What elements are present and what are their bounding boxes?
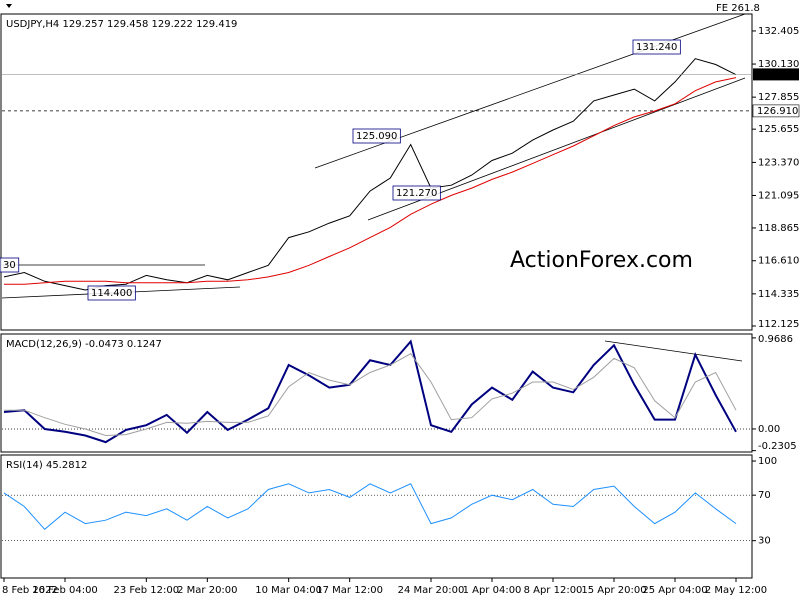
x-tick-label: 8 Apr 12:00 [524,585,583,596]
y-tick-label: 121.095 [758,190,799,201]
x-tick-label: 24 Mar 20:00 [398,585,465,596]
panel-title: USDJPY,H4 129.257 129.458 129.222 129.41… [6,19,237,30]
x-tick-label: 10 Mar 04:00 [255,585,322,596]
y-tick-label: 116.610 [758,256,799,267]
current-price-label: 129.419 [757,69,798,80]
series-line [4,353,737,437]
annotation-box [0,257,20,273]
menu-arrow[interactable] [6,4,12,8]
y-tick-label: 112.125 [758,319,799,330]
series-line [3,58,737,291]
rsi-panel [0,454,753,579]
annotation: 125.090 [356,131,397,142]
annotation: 121.270 [396,188,437,199]
series-line [4,77,737,285]
x-tick-label: 2 May 12:00 [705,585,767,596]
panel-title: RSI(14) 45.2812 [6,460,87,471]
annotation-box [632,39,681,55]
annotation: FE 261.8 [716,3,760,14]
annotation-box [87,285,136,301]
y-tick-label: 100 [758,456,777,467]
series-line [3,339,737,444]
y-tick-label: 30 [758,536,771,547]
current-price-box [753,68,799,81]
y-tick-label: 0.9686 [758,334,793,345]
y-tick-label: 125.655 [758,124,799,135]
y-tick-label: 0.00 [758,424,780,435]
y-tick-label: -0.2305 [758,441,797,452]
series-line [3,483,737,530]
level-label: 126.910 [757,106,798,117]
watermark: ActionForex.com [510,248,693,273]
x-tick-label: 23 Feb 12:00 [114,585,180,596]
annotation: 131.240 [636,42,677,53]
x-tick-label: 8 Feb 2022 [2,585,58,596]
y-tick-label: 127.855 [758,92,799,103]
annotation-box [352,128,401,144]
y-tick-label: 114.335 [758,289,799,300]
y-tick-label: 70 [758,490,771,501]
y-tick-label: 130.130 [758,59,799,70]
level-label-box [752,104,800,118]
x-tick-label: 17 Mar 12:00 [316,585,383,596]
x-tick-label: 15 Apr 20:00 [581,585,646,596]
macd-panel [0,333,753,453]
macd-divergence [604,340,743,362]
y-tick-label: 132.405 [758,26,799,37]
x-tick-label: 1 Apr 04:00 [463,585,522,596]
main-panel [0,13,753,331]
y-tick-label: 123.370 [758,157,799,168]
y-tick-label: 118.865 [758,223,799,234]
x-tick-label: 25 Apr 04:00 [642,585,707,596]
panel-title: MACD(12,26,9) -0.0473 0.1247 [6,339,162,350]
annotation: 114.400 [91,288,132,299]
x-tick-label: 16 Feb 04:00 [32,585,98,596]
annotation: 30 [3,260,16,271]
x-tick-label: 2 Mar 20:00 [177,585,237,596]
annotation-box [392,185,441,201]
